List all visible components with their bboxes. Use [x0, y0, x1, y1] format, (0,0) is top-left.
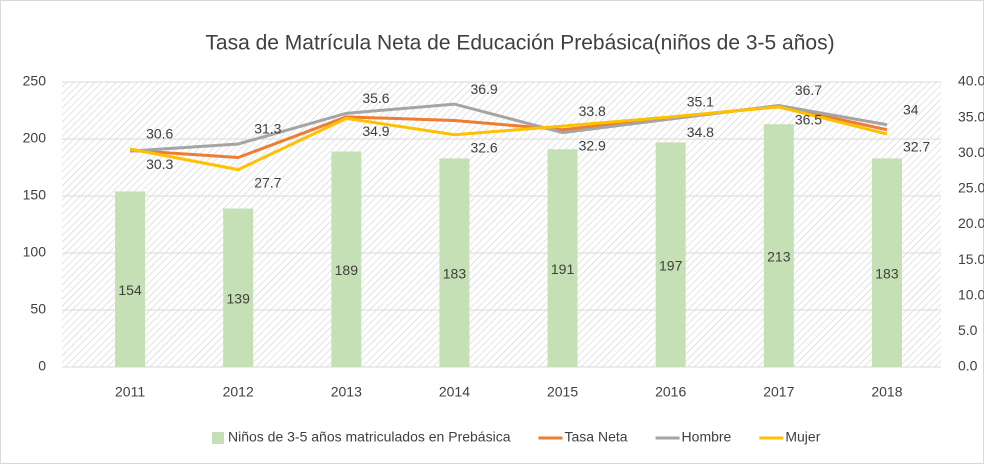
line-value-label: 36.9	[470, 81, 497, 97]
line-value-label: 32.6	[470, 139, 497, 155]
line-value-label: 30.6	[146, 126, 173, 142]
bar-value-label: 139	[227, 290, 251, 306]
y2-tick-label: 15.0	[958, 251, 984, 267]
line-value-label: 32.9	[579, 137, 606, 153]
bar	[871, 158, 902, 367]
y2-tick-label: 35.0	[958, 108, 984, 124]
y2-tick-label: 0.0	[958, 358, 978, 374]
bar-value-label: 183	[875, 265, 899, 281]
line-value-label: 36.5	[795, 112, 822, 128]
y-tick-label: 200	[23, 130, 47, 146]
line-value-label: 27.7	[254, 174, 281, 190]
x-tick-label: 2012	[223, 384, 254, 400]
y2-tick-label: 25.0	[958, 180, 984, 196]
x-tick-label: 2014	[439, 384, 470, 400]
bar-value-label: 197	[659, 257, 683, 273]
line-value-label: 30.3	[146, 156, 173, 172]
line-value-label: 36.7	[795, 82, 822, 98]
bar	[655, 142, 686, 367]
y-tick-label: 150	[23, 187, 47, 203]
bar	[763, 124, 794, 368]
y2-tick-label: 30.0	[958, 144, 984, 160]
x-tick-label: 2017	[763, 384, 794, 400]
legend-label: Niños de 3-5 años matriculados en Prebás…	[228, 429, 511, 445]
legend-swatch	[212, 432, 224, 444]
x-tick-label: 2018	[871, 384, 902, 400]
bar-value-label: 183	[443, 265, 467, 281]
y2-tick-label: 10.0	[958, 286, 984, 302]
line-value-label: 33.8	[579, 103, 606, 119]
y2-tick-label: 40.0	[958, 73, 984, 89]
line-value-label: 34.8	[687, 124, 714, 140]
bar	[115, 191, 146, 367]
x-tick-label: 2016	[655, 384, 686, 400]
legend-label: Mujer	[785, 429, 820, 445]
x-tick-label: 2011	[115, 384, 145, 400]
y-tick-label: 100	[23, 244, 47, 260]
y-tick-label: 0	[38, 358, 46, 374]
line-value-label: 35.1	[687, 94, 714, 110]
line-value-label: 35.6	[362, 90, 389, 106]
bar	[439, 158, 470, 367]
y-tick-label: 50	[30, 301, 46, 317]
line-value-label: 31.3	[254, 121, 281, 137]
legend-label: Hombre	[682, 429, 732, 445]
legend-label: Tasa Neta	[565, 429, 628, 445]
x-tick-label: 2013	[331, 384, 362, 400]
line	[129, 105, 888, 172]
line-value-label: 34.9	[362, 123, 389, 139]
chart-title: Tasa de Matrícula Neta de Educación Preb…	[205, 32, 834, 55]
bar-value-label: 191	[551, 261, 575, 277]
bar-value-label: 213	[767, 248, 791, 264]
bar	[547, 149, 578, 367]
bar	[331, 151, 362, 367]
bar	[223, 208, 254, 367]
line-value-label: 32.7	[903, 139, 930, 155]
y2-tick-label: 5.0	[958, 322, 978, 338]
y2-tick-label: 20.0	[958, 215, 984, 231]
line-value-label: 34	[903, 101, 919, 117]
x-tick-label: 2015	[547, 384, 578, 400]
bar-value-label: 154	[118, 282, 142, 298]
y-tick-label: 250	[23, 73, 47, 89]
bar-value-label: 189	[335, 262, 359, 278]
